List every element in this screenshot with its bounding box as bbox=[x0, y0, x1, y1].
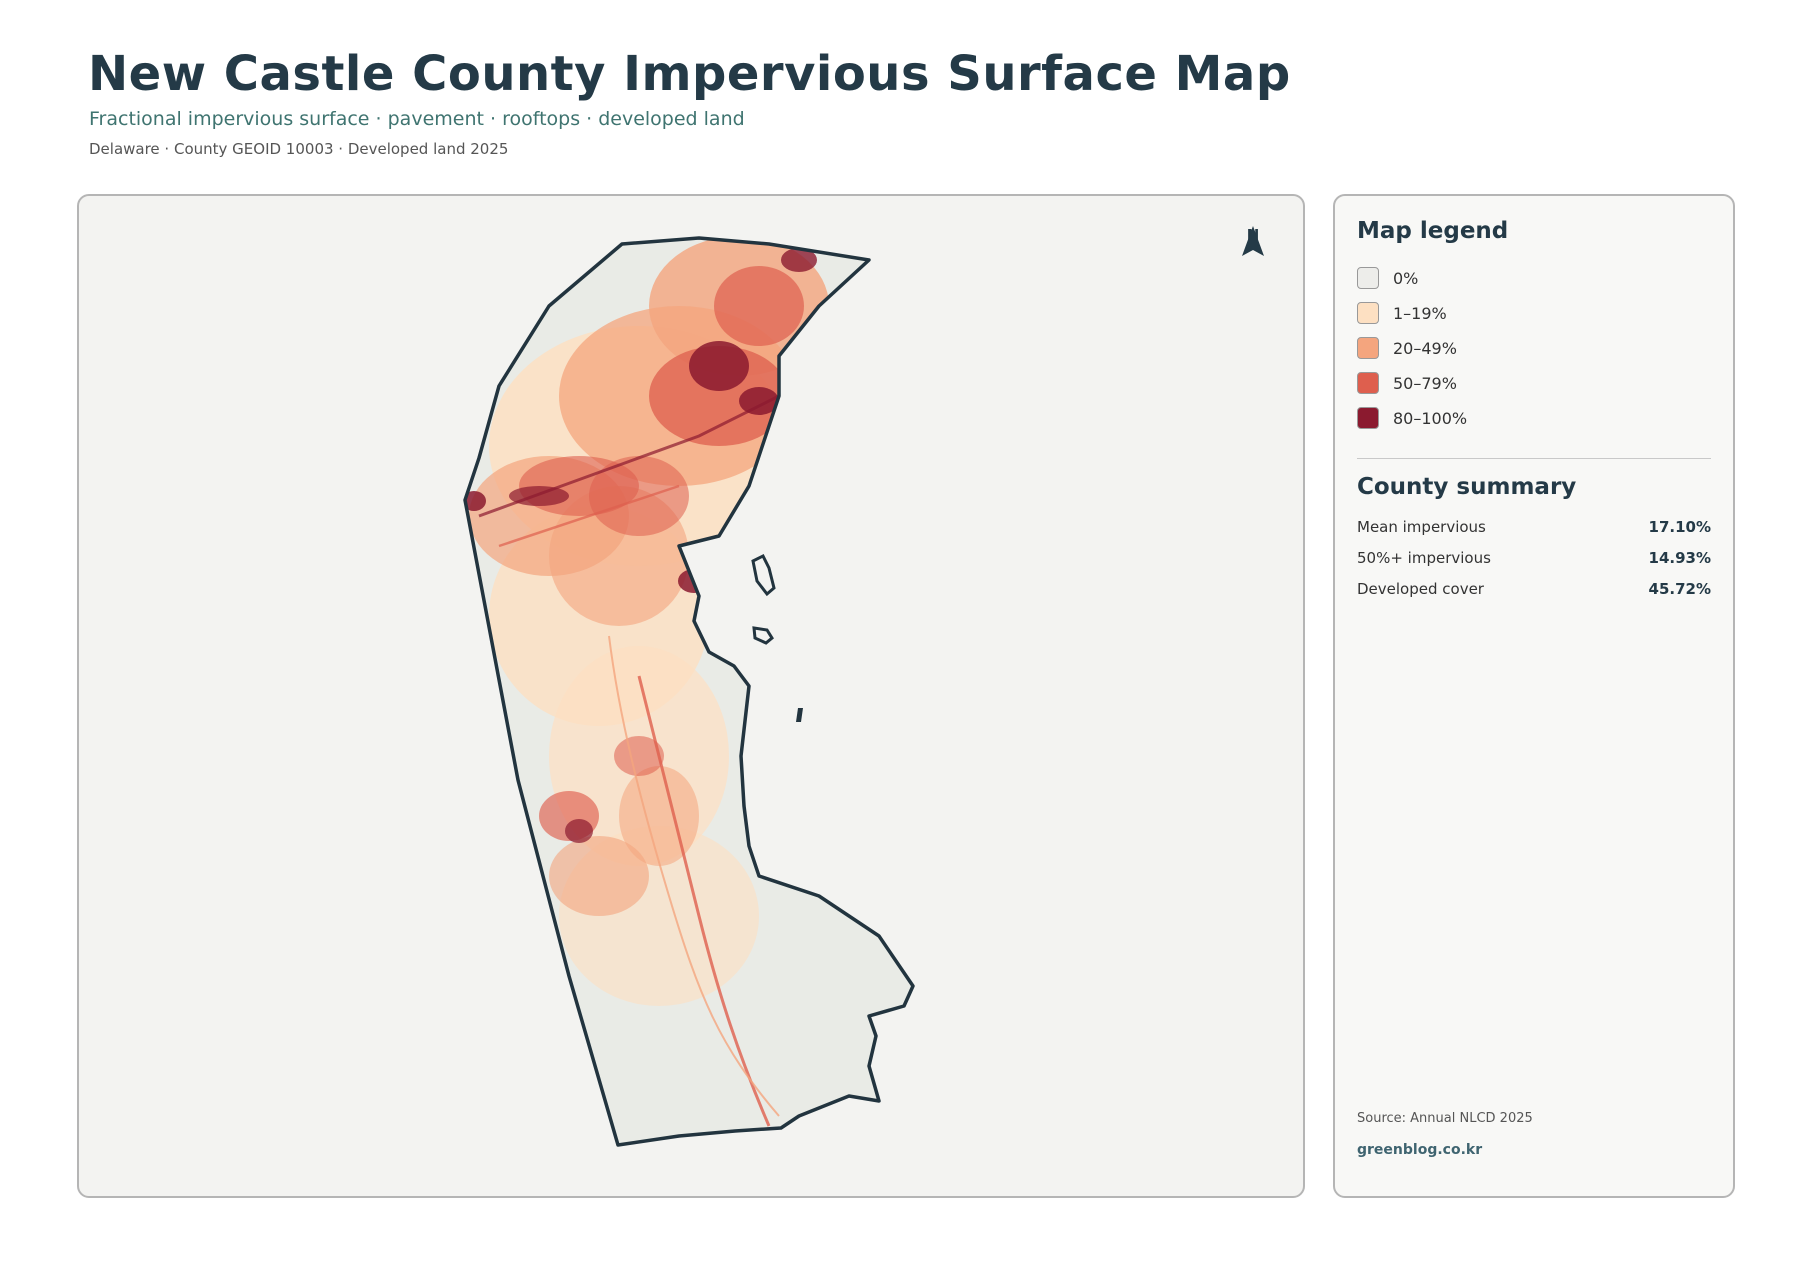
summary-value: 14.93% bbox=[1648, 549, 1711, 567]
page-title: New Castle County Impervious Surface Map bbox=[88, 46, 1291, 102]
legend-label: 80–100% bbox=[1393, 408, 1468, 428]
map-panel[interactable]: N bbox=[77, 194, 1305, 1198]
summary-row: Developed cover 45.72% bbox=[1357, 580, 1711, 598]
legend-swatch bbox=[1357, 372, 1379, 394]
source-note: Source: Annual NLCD 2025 bbox=[1357, 1111, 1533, 1126]
legend-label: 50–79% bbox=[1393, 373, 1457, 393]
side-panel: Map legend 0% 1–19% 20–49% 50–79% 80–100… bbox=[1333, 194, 1735, 1198]
legend-label: 20–49% bbox=[1393, 338, 1457, 358]
county-boundary bbox=[463, 236, 915, 1147]
summary-row: Mean impervious 17.10% bbox=[1357, 518, 1711, 536]
legend-item: 0% bbox=[1357, 266, 1418, 290]
site-link[interactable]: greenblog.co.kr bbox=[1357, 1142, 1483, 1158]
page-meta: Delaware · County GEOID 10003 · Develope… bbox=[89, 140, 509, 158]
legend-swatch bbox=[1357, 407, 1379, 429]
summary-label: Mean impervious bbox=[1357, 518, 1486, 536]
legend-title: Map legend bbox=[1357, 218, 1509, 244]
legend-divider bbox=[1357, 458, 1711, 459]
legend-swatch bbox=[1357, 267, 1379, 289]
legend-swatch bbox=[1357, 337, 1379, 359]
impervious-layer bbox=[465, 238, 829, 1127]
legend-swatch bbox=[1357, 302, 1379, 324]
summary-value: 45.72% bbox=[1648, 580, 1711, 598]
summary-row: 50%+ impervious 14.93% bbox=[1357, 549, 1711, 567]
summary-label: 50%+ impervious bbox=[1357, 549, 1491, 567]
legend-label: 0% bbox=[1393, 268, 1419, 288]
county-map[interactable] bbox=[79, 196, 1303, 1196]
legend-item: 80–100% bbox=[1357, 406, 1467, 430]
legend-item: 20–49% bbox=[1357, 336, 1457, 360]
legend-item: 1–19% bbox=[1357, 301, 1447, 325]
island-3 bbox=[796, 708, 803, 722]
island-2 bbox=[752, 626, 774, 645]
north-arrow: N bbox=[1229, 224, 1277, 256]
legend-label: 1–19% bbox=[1393, 303, 1447, 323]
island-1 bbox=[751, 553, 776, 597]
page-subtitle: Fractional impervious surface · pavement… bbox=[89, 108, 745, 130]
legend-item: 50–79% bbox=[1357, 371, 1457, 395]
summary-label: Developed cover bbox=[1357, 580, 1484, 598]
north-arrow-icon bbox=[1242, 226, 1264, 256]
summary-title: County summary bbox=[1357, 474, 1577, 500]
summary-value: 17.10% bbox=[1648, 518, 1711, 536]
